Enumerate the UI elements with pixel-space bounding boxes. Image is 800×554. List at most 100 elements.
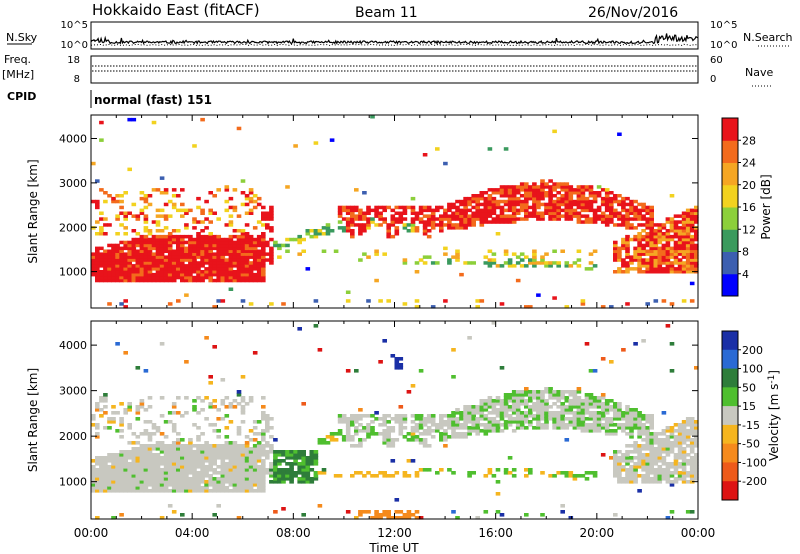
range-gate-cell xyxy=(163,465,169,469)
range-gate-cell xyxy=(147,270,153,274)
range-gate-cell xyxy=(159,483,165,487)
range-gate-cell xyxy=(200,234,205,239)
range-gate-cell xyxy=(694,226,699,230)
range-gate-cell xyxy=(524,393,529,397)
range-gate-cell xyxy=(95,402,100,406)
range-gate-cell xyxy=(439,205,444,210)
range-gate-cell xyxy=(410,226,416,230)
range-gate-cell xyxy=(528,305,533,309)
range-gate-cell xyxy=(625,249,630,253)
range-gate-cell xyxy=(685,459,691,463)
range-gate-cell xyxy=(689,420,695,424)
range-gate-cell xyxy=(665,435,671,439)
range-gate-cell xyxy=(459,426,464,430)
range-gate-cell xyxy=(495,191,501,195)
range-gate-cell xyxy=(572,188,578,192)
range-gate-cell xyxy=(317,441,323,445)
range-gate-cell xyxy=(584,199,590,204)
range-gate-cell xyxy=(430,214,436,218)
range-gate-cell xyxy=(673,453,679,457)
range-gate-cell xyxy=(645,435,650,439)
range-gate-cell xyxy=(265,453,270,457)
range-gate-cell xyxy=(633,450,638,454)
range-gate-cell xyxy=(382,252,387,256)
range-gate-cell xyxy=(560,408,565,412)
range-gate-cell xyxy=(95,426,100,430)
range-gate-cell xyxy=(625,432,630,436)
range-gate-cell xyxy=(507,220,513,224)
range-gate-cell xyxy=(188,264,193,268)
range-gate-cell xyxy=(171,194,177,198)
range-gate-cell xyxy=(127,405,132,409)
range-gate-cell xyxy=(167,243,173,248)
range-gate-cell xyxy=(147,471,153,475)
range-gate-cell xyxy=(552,211,557,215)
range-gate-cell xyxy=(661,441,667,445)
range-gate-cell xyxy=(131,441,137,445)
range-gate-cell xyxy=(244,468,250,472)
range-gate-cell xyxy=(544,420,549,424)
range-gate-cell xyxy=(414,516,420,520)
range-gate-cell xyxy=(694,465,699,469)
range-gate-cell xyxy=(657,229,663,233)
range-gate-cell xyxy=(196,447,201,451)
range-gate-cell xyxy=(95,270,100,274)
range-gate-cell xyxy=(491,411,497,415)
range-gate-cell xyxy=(127,423,132,427)
range-gate-cell xyxy=(637,208,642,213)
range-gate-cell xyxy=(204,453,209,457)
range-gate-cell xyxy=(354,217,359,221)
range-gate-cell xyxy=(613,423,618,427)
range-gate-cell xyxy=(463,211,468,215)
range-gate-cell xyxy=(236,474,242,478)
range-gate-cell xyxy=(653,243,659,248)
range-gate-cell xyxy=(192,489,197,493)
range-gate-cell xyxy=(176,471,181,475)
range-gate-cell xyxy=(568,199,574,204)
range-gate-cell xyxy=(119,252,124,256)
range-gate-cell xyxy=(625,240,630,245)
range-gate-cell xyxy=(236,429,242,433)
range-gate-cell xyxy=(244,474,250,478)
range-gate-cell xyxy=(180,474,185,478)
range-gate-cell xyxy=(673,267,679,271)
range-gate-cell xyxy=(256,468,262,472)
range-gate-cell xyxy=(572,477,578,481)
range-gate-cell xyxy=(604,194,610,198)
range-gate-cell xyxy=(625,302,630,306)
range-gate-cell xyxy=(212,255,217,259)
range-gate-cell xyxy=(576,202,582,207)
range-gate-cell xyxy=(143,249,149,253)
range-gate-cell xyxy=(196,465,201,469)
range-gate-cell xyxy=(184,272,189,277)
range-gate-cell xyxy=(163,453,169,457)
range-gate-cell xyxy=(240,459,246,463)
range-gate-cell xyxy=(673,252,679,256)
range-gate-cell xyxy=(192,278,197,283)
range-gate-cell xyxy=(244,255,250,259)
range-gate-cell xyxy=(171,423,177,427)
range-gate-cell xyxy=(135,232,141,236)
range-gate-cell xyxy=(528,393,533,397)
range-gate-cell xyxy=(600,396,606,400)
range-gate-cell xyxy=(192,226,197,230)
range-gate-cell xyxy=(673,258,679,262)
range-gate-cell xyxy=(370,426,375,430)
range-gate-cell xyxy=(681,232,687,236)
range-gate-cell xyxy=(390,426,396,430)
range-gate-cell xyxy=(580,474,586,478)
range-gate-cell xyxy=(341,217,347,221)
range-gate-cell xyxy=(677,258,683,262)
range-gate-cell xyxy=(374,278,379,283)
freq-tick-bottom: 8 xyxy=(74,74,80,85)
range-gate-cell xyxy=(540,179,545,183)
range-gate-cell xyxy=(629,237,634,242)
range-gate-cell xyxy=(673,261,679,265)
range-gate-cell xyxy=(200,246,205,251)
y-tick-label: 4000 xyxy=(59,339,87,352)
range-gate-cell xyxy=(370,432,375,436)
range-gate-cell xyxy=(669,249,675,253)
range-gate-cell xyxy=(580,202,586,207)
range-gate-cell xyxy=(572,214,578,218)
range-gate-cell xyxy=(313,459,319,463)
